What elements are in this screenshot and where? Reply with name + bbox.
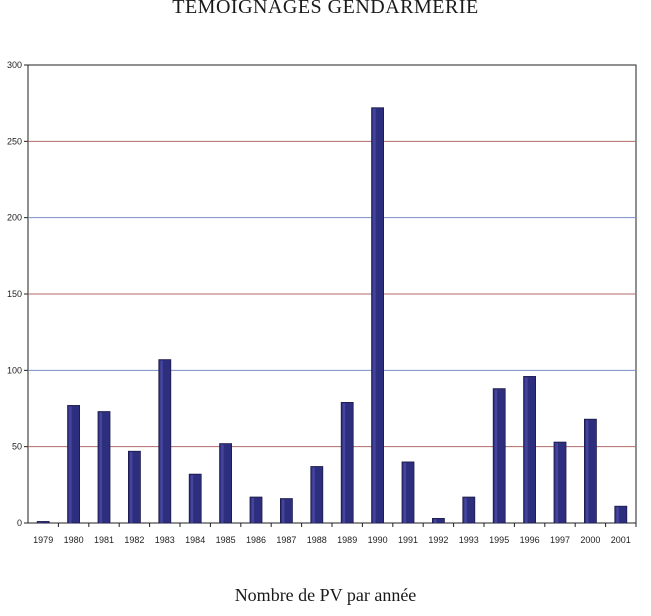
bar-highlight-1995 [494, 389, 498, 523]
x-tick-label-1987: 1987 [276, 535, 296, 545]
x-tick-label-1995: 1995 [489, 535, 509, 545]
x-tick-label-1983: 1983 [155, 535, 175, 545]
x-tick-label-1981: 1981 [94, 535, 114, 545]
x-tick-label-1997: 1997 [550, 535, 570, 545]
y-tick-label-250: 250 [7, 136, 22, 146]
y-tick-label-150: 150 [7, 289, 22, 299]
bar-highlight-1982 [129, 452, 133, 523]
bar-highlight-1985 [221, 444, 224, 523]
y-tick-label-100: 100 [7, 365, 22, 375]
x-tick-label-1992: 1992 [428, 535, 448, 545]
x-tick-label-1990: 1990 [368, 535, 388, 545]
bar-highlight-1990 [373, 108, 376, 523]
bar-highlight-1980 [69, 406, 72, 523]
x-tick-label-1993: 1993 [459, 535, 479, 545]
bar-highlight-1992 [433, 519, 437, 523]
bar-highlight-1997 [555, 443, 558, 523]
bar-highlight-1983 [160, 360, 163, 523]
bar-highlight-1986 [251, 498, 254, 523]
bar-1979 [36, 521, 50, 524]
x-tick-label-1985: 1985 [216, 535, 236, 545]
chart-title: TEMOIGNAGES GENDARMERIE [172, 0, 479, 18]
x-tick-label-1989: 1989 [337, 535, 357, 545]
y-tick-label-300: 300 [7, 60, 22, 70]
bar-highlight-1988 [312, 467, 315, 523]
bar-highlight-1991 [403, 462, 406, 523]
bar-highlight-1981 [99, 412, 102, 523]
bar-highlight-1979 [38, 522, 42, 523]
x-tick-label-1982: 1982 [124, 535, 144, 545]
x-tick-label-1996: 1996 [520, 535, 540, 545]
x-tick-label-1986: 1986 [246, 535, 266, 545]
x-tick-label-2000: 2000 [580, 535, 600, 545]
bar-highlight-1989 [342, 403, 346, 523]
x-tick-label-1979: 1979 [33, 535, 53, 545]
x-tick-label-1980: 1980 [64, 535, 84, 545]
x-tick-label-2001: 2001 [611, 535, 631, 545]
chart-caption: Nombre de PV par année [234, 585, 417, 605]
y-tick-label-0: 0 [17, 518, 22, 528]
y-tick-label-200: 200 [7, 213, 22, 223]
bar-1992 [431, 518, 445, 524]
bar-highlight-2000 [585, 420, 589, 523]
x-tick-label-1991: 1991 [398, 535, 418, 545]
bar-highlight-1984 [190, 475, 194, 523]
bar-highlight-1993 [464, 498, 467, 523]
bar-highlight-1996 [525, 377, 528, 523]
y-tick-label-50: 50 [12, 442, 22, 452]
bar-highlight-1987 [281, 499, 285, 523]
x-tick-label-1984: 1984 [185, 535, 205, 545]
bar-highlight-2001 [616, 507, 619, 523]
x-tick-label-1988: 1988 [307, 535, 327, 545]
